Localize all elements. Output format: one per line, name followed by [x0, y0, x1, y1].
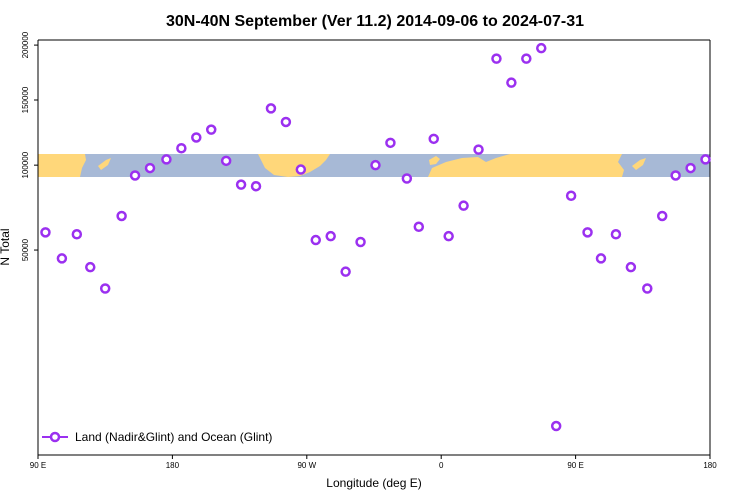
data-point — [625, 261, 637, 273]
data-point — [385, 137, 396, 149]
data-point — [280, 116, 292, 128]
data-point — [220, 155, 232, 167]
data-point — [235, 179, 247, 190]
x-axis-ticks: 90 E 180 90 W 0 90 E 180 — [30, 455, 717, 470]
land-japan — [98, 158, 111, 170]
land-europe-africa-asia — [428, 154, 624, 177]
data-points — [40, 42, 711, 432]
data-point — [370, 159, 381, 171]
data-point — [443, 230, 454, 242]
data-point — [670, 170, 681, 181]
land-iberia — [429, 156, 440, 165]
x-tick-label: 180 — [703, 461, 717, 470]
data-point — [265, 103, 277, 114]
land-asia — [38, 154, 86, 177]
data-point — [458, 200, 469, 211]
data-point — [161, 154, 172, 165]
data-point — [99, 283, 111, 294]
data-point — [685, 162, 696, 174]
y-axis-ticks: 50000 100000 150000 200000 — [21, 31, 38, 261]
legend-label: Land (Nadir&Glint) and Ocean (Glint) — [75, 430, 272, 444]
data-point — [191, 132, 202, 143]
data-point — [355, 236, 366, 248]
x-tick-label: 180 — [166, 461, 180, 470]
y-tick-label: 200000 — [21, 31, 30, 58]
data-point — [595, 253, 607, 264]
data-point — [85, 261, 96, 273]
x-tick-label: 90 E — [30, 461, 46, 470]
legend-marker — [49, 431, 61, 443]
y-axis-label: N Total — [0, 228, 12, 265]
data-point — [250, 180, 262, 192]
data-point — [325, 230, 336, 242]
data-point — [428, 133, 439, 145]
data-point — [340, 266, 351, 277]
data-point — [116, 210, 127, 222]
data-point — [550, 420, 562, 432]
x-axis-label: Longitude (deg E) — [326, 476, 421, 490]
data-point — [129, 170, 141, 181]
chart-title: 30N-40N September (Ver 11.2) 2014-09-06 … — [166, 13, 584, 30]
data-point — [40, 227, 51, 238]
data-point — [656, 210, 668, 222]
data-point — [506, 77, 517, 88]
data-point — [310, 234, 322, 246]
x-tick-label: 90 W — [297, 461, 316, 470]
y-tick-label: 100000 — [21, 151, 30, 178]
data-point — [610, 229, 622, 240]
data-point — [700, 154, 711, 165]
land-north-america — [258, 154, 330, 177]
y-tick-label: 150000 — [21, 86, 30, 113]
y-tick-label: 50000 — [21, 238, 30, 261]
x-tick-label: 0 — [439, 461, 444, 470]
land-japan-2 — [632, 158, 646, 170]
data-point — [491, 53, 502, 64]
data-point — [71, 229, 83, 240]
data-point — [295, 164, 307, 175]
data-point — [582, 227, 593, 238]
data-point — [144, 162, 156, 174]
data-point — [56, 253, 68, 264]
data-point — [521, 53, 532, 64]
data-point — [205, 124, 217, 135]
data-point — [536, 42, 547, 54]
x-tick-label: 90 E — [567, 461, 583, 470]
data-point — [176, 143, 187, 154]
data-point — [413, 221, 425, 233]
data-point — [473, 144, 484, 155]
data-point — [642, 283, 653, 294]
data-point — [401, 173, 413, 184]
data-point — [565, 190, 577, 202]
legend: Land (Nadir&Glint) and Ocean (Glint) — [42, 430, 272, 444]
